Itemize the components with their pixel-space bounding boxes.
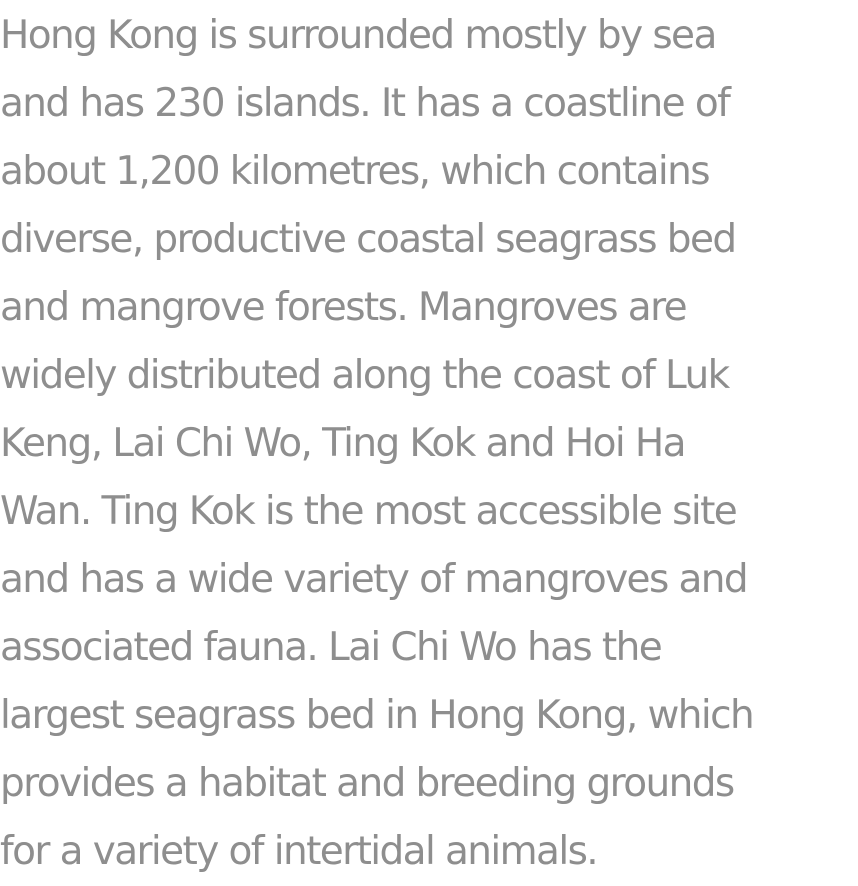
text-line: for a variety of intertidal animals.	[0, 829, 599, 874]
text-line: Keng, Lai Chi Wo, Ting Kok and Hoi Ha	[0, 421, 686, 466]
text-line: largest seagrass bed in Hong Kong, which	[0, 693, 755, 738]
text-line: Hong Kong is surrounded mostly by sea	[0, 13, 717, 58]
text-line: and has 230 islands. It has a coastline …	[0, 81, 731, 126]
text-line: Wan. Ting Kok is the most accessible sit…	[0, 489, 738, 534]
text-line: about 1,200 kilometres, which contains	[0, 149, 711, 194]
text-line: provides a habitat and breeding grounds	[0, 761, 735, 806]
text-line: and mangrove forests. Mangroves are	[0, 285, 688, 330]
text-line: widely distributed along the coast of Lu…	[0, 353, 730, 398]
text-line: diverse, productive coastal seagrass bed	[0, 217, 737, 262]
text-line: associated fauna. Lai Chi Wo has the	[0, 625, 663, 670]
text-line: and has a wide variety of mangroves and	[0, 557, 749, 602]
